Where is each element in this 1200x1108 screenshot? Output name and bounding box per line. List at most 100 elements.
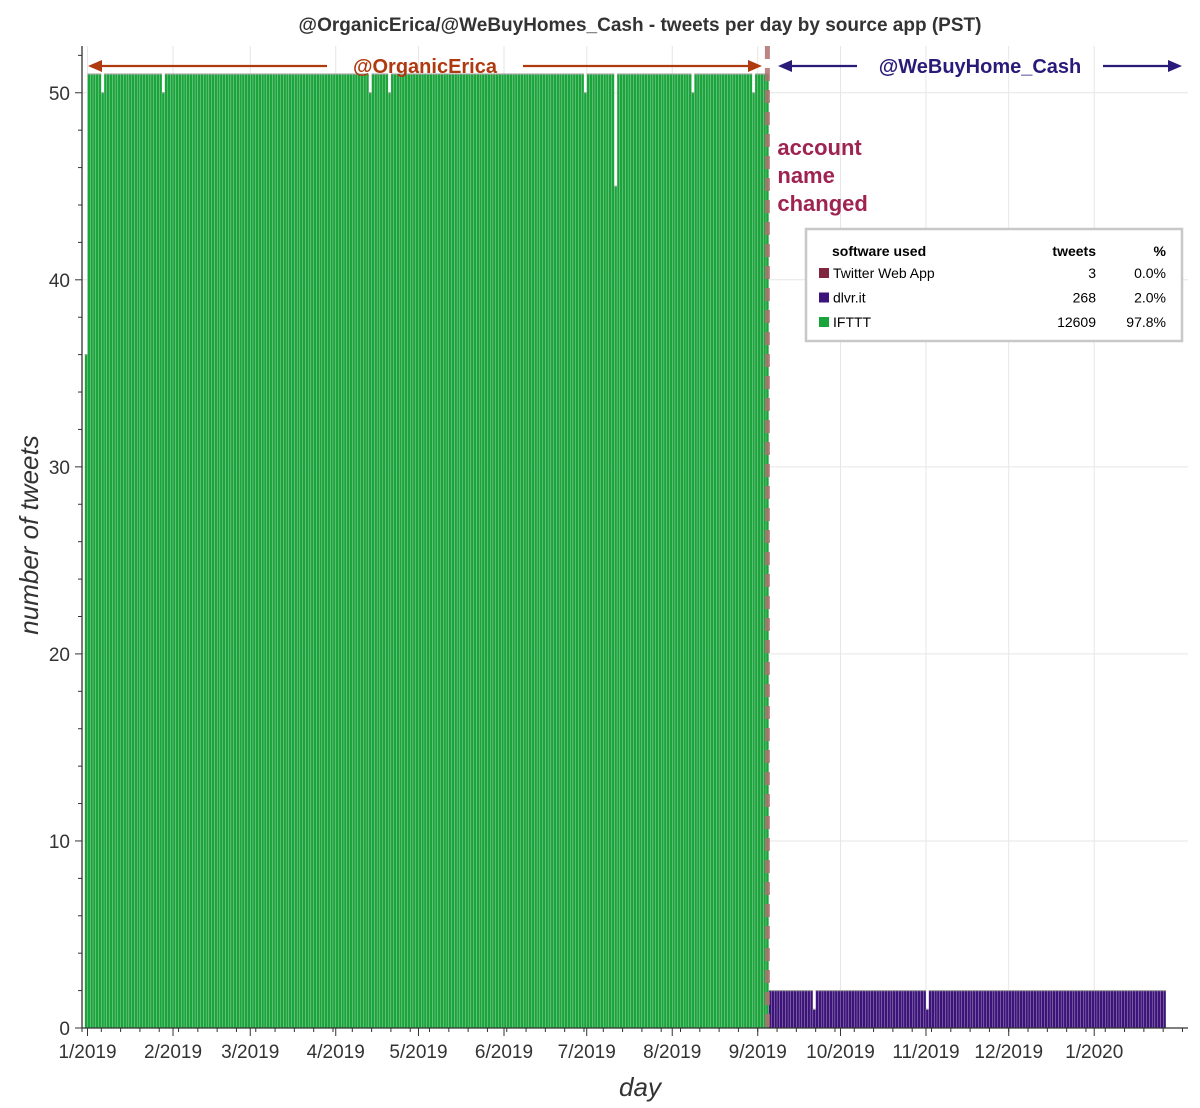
bar — [851, 990, 855, 1029]
bar — [854, 990, 858, 1029]
bar — [189, 73, 193, 1029]
bar — [1118, 990, 1122, 1029]
bar — [87, 73, 91, 1029]
bar — [150, 73, 154, 1029]
bar — [787, 990, 792, 1029]
bar — [523, 73, 527, 1029]
account-change-annotation: changed — [777, 191, 867, 216]
bar — [741, 73, 745, 1029]
bar — [1146, 990, 1150, 1029]
bar — [542, 73, 546, 1029]
bar — [216, 73, 221, 1029]
y-tick-label: 20 — [49, 645, 70, 666]
bar — [261, 73, 265, 1029]
bar — [578, 73, 582, 1029]
bar — [467, 73, 472, 1029]
bar — [429, 73, 433, 1029]
bar — [509, 73, 513, 1029]
bar — [1055, 990, 1059, 1029]
bar — [374, 73, 378, 1029]
bar — [746, 73, 750, 1029]
bar — [859, 990, 863, 1029]
period-label: @WeBuyHome_Cash — [879, 56, 1082, 78]
bar — [101, 92, 105, 1029]
bar — [1058, 990, 1062, 1029]
bar — [1041, 990, 1045, 1029]
bar — [754, 73, 758, 1029]
period-arrow: @WeBuyHome_Cash — [778, 56, 1182, 78]
x-tick-label: 3/2019 — [221, 1042, 279, 1063]
legend-header-software: software used — [832, 243, 926, 259]
bar — [572, 73, 576, 1029]
bar — [266, 73, 270, 1029]
bar — [456, 73, 461, 1029]
bar — [1129, 990, 1134, 1029]
bar — [661, 73, 665, 1029]
bar — [156, 73, 160, 1029]
bar — [550, 73, 554, 1029]
bar — [1110, 990, 1114, 1029]
bar — [837, 990, 841, 1029]
bar — [865, 990, 869, 1029]
bar — [978, 990, 982, 1029]
bar — [605, 73, 609, 1029]
bar — [410, 73, 414, 1029]
bar — [1049, 990, 1054, 1029]
y-tick-label: 50 — [49, 84, 70, 105]
bar — [484, 73, 488, 1029]
bar — [1149, 990, 1153, 1029]
bar — [953, 990, 957, 1029]
bar — [354, 73, 358, 1029]
bar — [208, 73, 212, 1029]
bar — [691, 92, 695, 1029]
bar — [421, 73, 425, 1029]
bar — [658, 73, 662, 1029]
bar — [743, 73, 747, 1029]
bar — [316, 73, 320, 1029]
legend-tweets: 12609 — [1057, 314, 1096, 330]
bar — [131, 73, 135, 1029]
bar — [465, 73, 469, 1029]
bar — [1074, 990, 1078, 1029]
bar — [567, 73, 571, 1029]
bar — [401, 73, 405, 1029]
bar — [881, 990, 885, 1029]
bar — [399, 73, 403, 1029]
bar — [1052, 990, 1056, 1029]
bar — [134, 73, 138, 1029]
bar — [790, 990, 794, 1029]
bar — [801, 990, 805, 1029]
bar — [170, 73, 174, 1029]
bar — [812, 1009, 816, 1029]
bar — [561, 73, 565, 1029]
bar — [785, 990, 789, 1029]
arrow-head — [1168, 60, 1182, 72]
bar — [589, 73, 593, 1029]
bar — [379, 73, 383, 1029]
bar — [796, 990, 800, 1029]
bar — [349, 73, 353, 1029]
bar — [1124, 990, 1128, 1029]
bar — [1044, 990, 1048, 1029]
x-tick-label: 6/2019 — [475, 1042, 533, 1063]
bar — [1069, 990, 1073, 1029]
bar — [845, 990, 849, 1029]
bar — [495, 73, 499, 1029]
bar — [291, 73, 295, 1029]
bar — [1033, 990, 1037, 1029]
legend-box — [804, 227, 1184, 343]
bar — [989, 990, 993, 1029]
bar — [1005, 990, 1009, 1029]
bar — [1071, 990, 1076, 1029]
bar — [969, 990, 974, 1029]
bar — [302, 73, 306, 1029]
bar — [1132, 990, 1136, 1029]
bar — [757, 73, 761, 1029]
bar — [889, 990, 894, 1029]
bar — [1099, 990, 1103, 1029]
bar — [539, 73, 543, 1029]
legend-swatch — [819, 292, 829, 303]
legend: software used tweets % Twitter Web App 3 0.0%… — [804, 227, 1184, 343]
bar — [205, 73, 210, 1029]
bar — [117, 73, 121, 1029]
